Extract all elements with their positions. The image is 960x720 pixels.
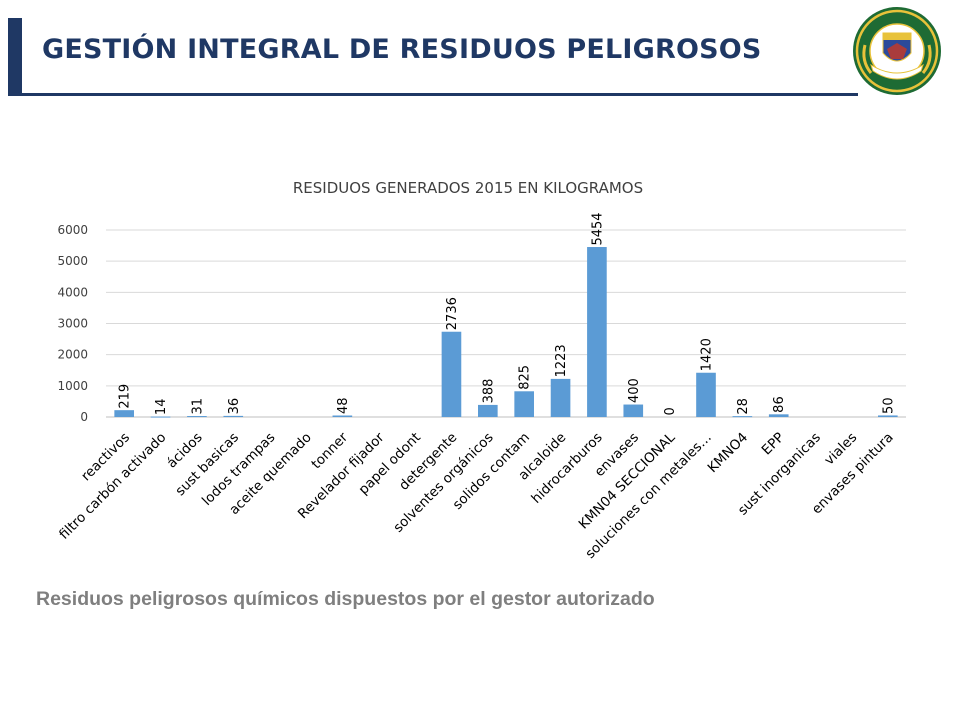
bar (223, 415, 244, 417)
bar (114, 410, 134, 417)
data-label: 31 (190, 398, 205, 415)
bar (187, 416, 207, 418)
header-accent-bar (8, 18, 22, 96)
bar-chart: RESIDUOS GENERADOS 2015 EN KILOGRAMOS 0 1… (56, 179, 906, 562)
data-label: 1420 (700, 338, 715, 371)
y-tick-label: 4000 (57, 285, 88, 299)
bar (150, 416, 171, 418)
data-labels: 219 14 31 36 48 2736 388 825 1223 5454 400 0 1420 28 8… (118, 212, 897, 415)
gridlines (106, 229, 906, 418)
bar (441, 331, 462, 417)
data-label: 14 (154, 399, 169, 416)
data-label: 0 (663, 407, 678, 415)
data-label: 28 (736, 398, 751, 415)
bars (114, 247, 898, 418)
chart-title: RESIDUOS GENERADOS 2015 EN KILOGRAMOS (293, 179, 643, 197)
bar (768, 414, 789, 417)
data-label: 50 (881, 397, 896, 414)
data-label: 86 (772, 396, 787, 413)
bar (623, 404, 644, 417)
header-divider (22, 93, 858, 96)
emblem-shield-top (883, 33, 911, 40)
y-tick-label: 0 (80, 410, 88, 424)
data-label: 48 (336, 397, 351, 414)
data-label: 1223 (554, 344, 569, 377)
data-label: 2736 (445, 297, 460, 330)
bar (514, 391, 534, 417)
emblem-laurel-left (862, 44, 873, 74)
bar (732, 416, 753, 418)
bar (478, 404, 498, 417)
bar (550, 378, 571, 417)
page-title: GESTIÓN INTEGRAL DE RESIDUOS PELIGROSOS (42, 34, 762, 65)
data-label: 36 (227, 398, 242, 415)
data-label: 5454 (590, 212, 605, 245)
x-tick-label: KMNO4 (705, 430, 752, 477)
bar (878, 415, 898, 417)
bar (587, 247, 607, 417)
y-tick-label: 5000 (57, 254, 88, 268)
bar (332, 415, 353, 417)
slide-caption: Residuos peligrosos químicos dispuestos … (36, 588, 655, 610)
data-label: 400 (627, 378, 642, 403)
x-tick-label: EPP (759, 430, 788, 459)
y-tick-label: 6000 (57, 223, 88, 237)
data-label: 825 (518, 365, 533, 390)
emblem-shield-emblem (887, 43, 907, 59)
emblem-laurel-right (921, 44, 932, 74)
y-axis-tick-labels: 0 1000 2000 3000 4000 5000 6000 (57, 223, 88, 424)
bar (696, 372, 716, 417)
data-label: 388 (481, 379, 496, 404)
data-label: 219 (118, 384, 133, 409)
y-tick-label: 1000 (57, 379, 88, 393)
emblem-gold-ring (855, 9, 939, 93)
y-tick-label: 3000 (57, 317, 88, 331)
y-tick-label: 2000 (57, 348, 88, 362)
police-emblem-logo (853, 7, 941, 95)
emblem-motto-ribbon (870, 63, 924, 80)
